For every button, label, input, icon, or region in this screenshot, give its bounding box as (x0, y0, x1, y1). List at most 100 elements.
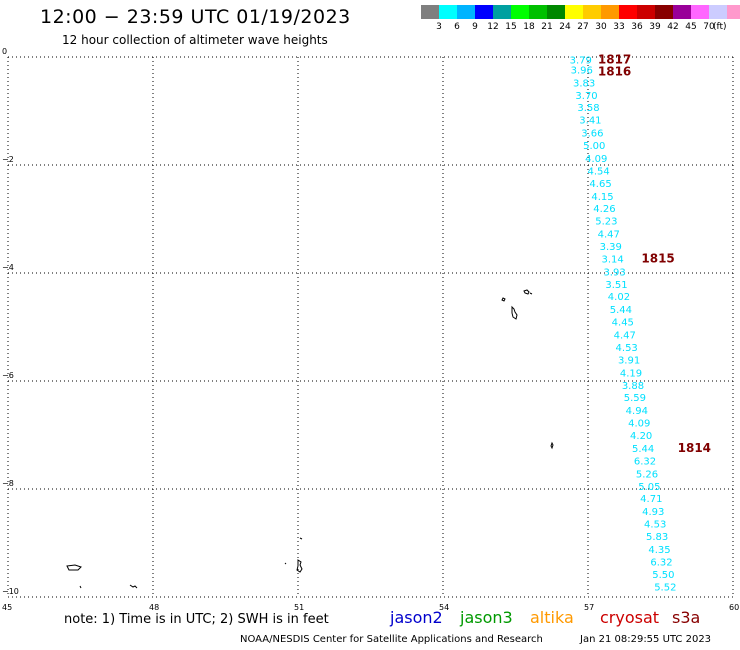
island-outline (501, 297, 506, 302)
longitude-tick-label: 54 (439, 603, 450, 612)
wave-height-value: 3.93 (603, 267, 625, 278)
color-scale-label: 30 (595, 22, 607, 32)
wave-height-value: 6.32 (650, 557, 672, 568)
wave-height-value: 6.32 (634, 456, 656, 467)
color-scale-label: 27 (577, 22, 589, 32)
wave-height-value: 3.96 (571, 65, 593, 76)
pass-number-label: 1814 (678, 441, 711, 455)
color-swatch (619, 5, 637, 19)
wave-height-value: 4.53 (644, 520, 666, 531)
wave-height-value: 5.26 (636, 469, 658, 480)
pass-number-label: 1817 (598, 53, 631, 67)
wave-height-value: 3.79 (570, 56, 592, 67)
wave-height-value: 3.51 (605, 280, 627, 291)
wave-height-value: 4.47 (598, 230, 620, 241)
wave-height-value: 3.41 (579, 116, 601, 127)
color-swatch (457, 5, 475, 19)
longitude-tick-label: 57 (584, 603, 595, 612)
color-scale-label: 18 (523, 22, 535, 32)
color-swatch (565, 5, 583, 19)
color-swatch (547, 5, 565, 19)
wave-height-value: 4.20 (630, 431, 652, 442)
wave-height-value: 4.02 (608, 292, 630, 303)
island-outline (523, 289, 533, 295)
color-scale (421, 5, 740, 19)
wave-height-value: 5.59 (624, 393, 646, 404)
island-outline (550, 441, 554, 450)
color-swatch (421, 5, 439, 19)
color-swatch (709, 5, 727, 19)
credit-line: NOAA/NESDIS Center for Satellite Applica… (240, 634, 543, 645)
wave-height-value: 4.15 (591, 192, 613, 203)
latitude-tick-label: −8 (2, 479, 14, 488)
longitude-tick-label: 60 (729, 603, 740, 612)
island-outline (296, 559, 303, 573)
color-scale-label: 9 (472, 22, 478, 32)
color-swatch (637, 5, 655, 19)
color-scale-label: 12 (487, 22, 499, 32)
color-swatch (475, 5, 493, 19)
wave-height-value: 3.14 (602, 254, 624, 265)
wave-height-value: 4.71 (640, 494, 662, 505)
wave-height-value: 4.09 (585, 154, 607, 165)
wave-height-value: 5.00 (583, 141, 605, 152)
color-swatch (493, 5, 511, 19)
island-outline (284, 562, 287, 565)
color-swatch (727, 5, 740, 19)
latitude-tick-label: −4 (2, 263, 14, 272)
wave-height-value: 4.54 (588, 166, 610, 177)
wave-height-value: 5.50 (652, 570, 674, 581)
wave-height-value: 4.94 (626, 406, 648, 417)
generated-timestamp: Jan 21 08:29:55 UTC 2023 (580, 634, 712, 645)
color-swatch (673, 5, 691, 19)
pass-number-label: 1815 (641, 251, 674, 265)
island-outline (129, 584, 138, 589)
pass-number-label: 1816 (598, 65, 631, 79)
color-scale-label: 3 (436, 22, 442, 32)
wave-height-value: 4.47 (614, 331, 636, 342)
color-swatch (439, 5, 457, 19)
wave-height-value: 4.45 (612, 318, 634, 329)
wave-height-value: 4.65 (589, 179, 611, 190)
color-swatch (511, 5, 529, 19)
color-scale-unit: (ft) (713, 22, 727, 32)
wave-height-value: 4.53 (616, 343, 638, 354)
wave-height-value: 5.44 (610, 305, 632, 316)
wave-height-value: 5.05 (638, 482, 660, 493)
latitude-tick-label: 0 (2, 47, 8, 56)
wave-height-value: 4.35 (648, 545, 670, 556)
wave-height-value: 3.83 (573, 78, 595, 89)
color-scale-label: 33 (613, 22, 625, 32)
latitude-tick-label: −6 (2, 371, 14, 380)
color-swatch (583, 5, 601, 19)
color-swatch (691, 5, 709, 19)
color-scale-label: 45 (685, 22, 697, 32)
map-grid (7, 56, 734, 598)
island-outline (79, 585, 82, 589)
wave-height-value: 5.44 (632, 444, 654, 455)
wave-height-value: 3.58 (577, 103, 599, 114)
wave-height-value: 4.93 (642, 507, 664, 518)
island-outline (66, 564, 82, 571)
color-scale-label: 21 (541, 22, 553, 32)
island-outline (299, 537, 303, 540)
legend-item-jason2: jason2 (390, 608, 443, 627)
color-scale-label: 24 (559, 22, 571, 32)
color-scale-label: 39 (649, 22, 661, 32)
wave-height-value: 3.66 (581, 129, 603, 140)
longitude-tick-label: 51 (294, 603, 305, 612)
wave-height-value: 5.23 (595, 217, 617, 228)
color-swatch (601, 5, 619, 19)
wave-height-value: 3.91 (618, 355, 640, 366)
wave-height-value: 4.09 (628, 419, 650, 430)
longitude-tick-label: 48 (149, 603, 160, 612)
wave-height-value: 4.26 (593, 204, 615, 215)
legend-item-cryosat: cryosat (600, 608, 660, 627)
legend-item-jason3: jason3 (460, 608, 513, 627)
land-outlines (66, 289, 554, 589)
longitude-tick-label: 45 (2, 603, 13, 612)
color-scale-label: 42 (667, 22, 679, 32)
color-swatch (655, 5, 673, 19)
color-swatch (529, 5, 547, 19)
